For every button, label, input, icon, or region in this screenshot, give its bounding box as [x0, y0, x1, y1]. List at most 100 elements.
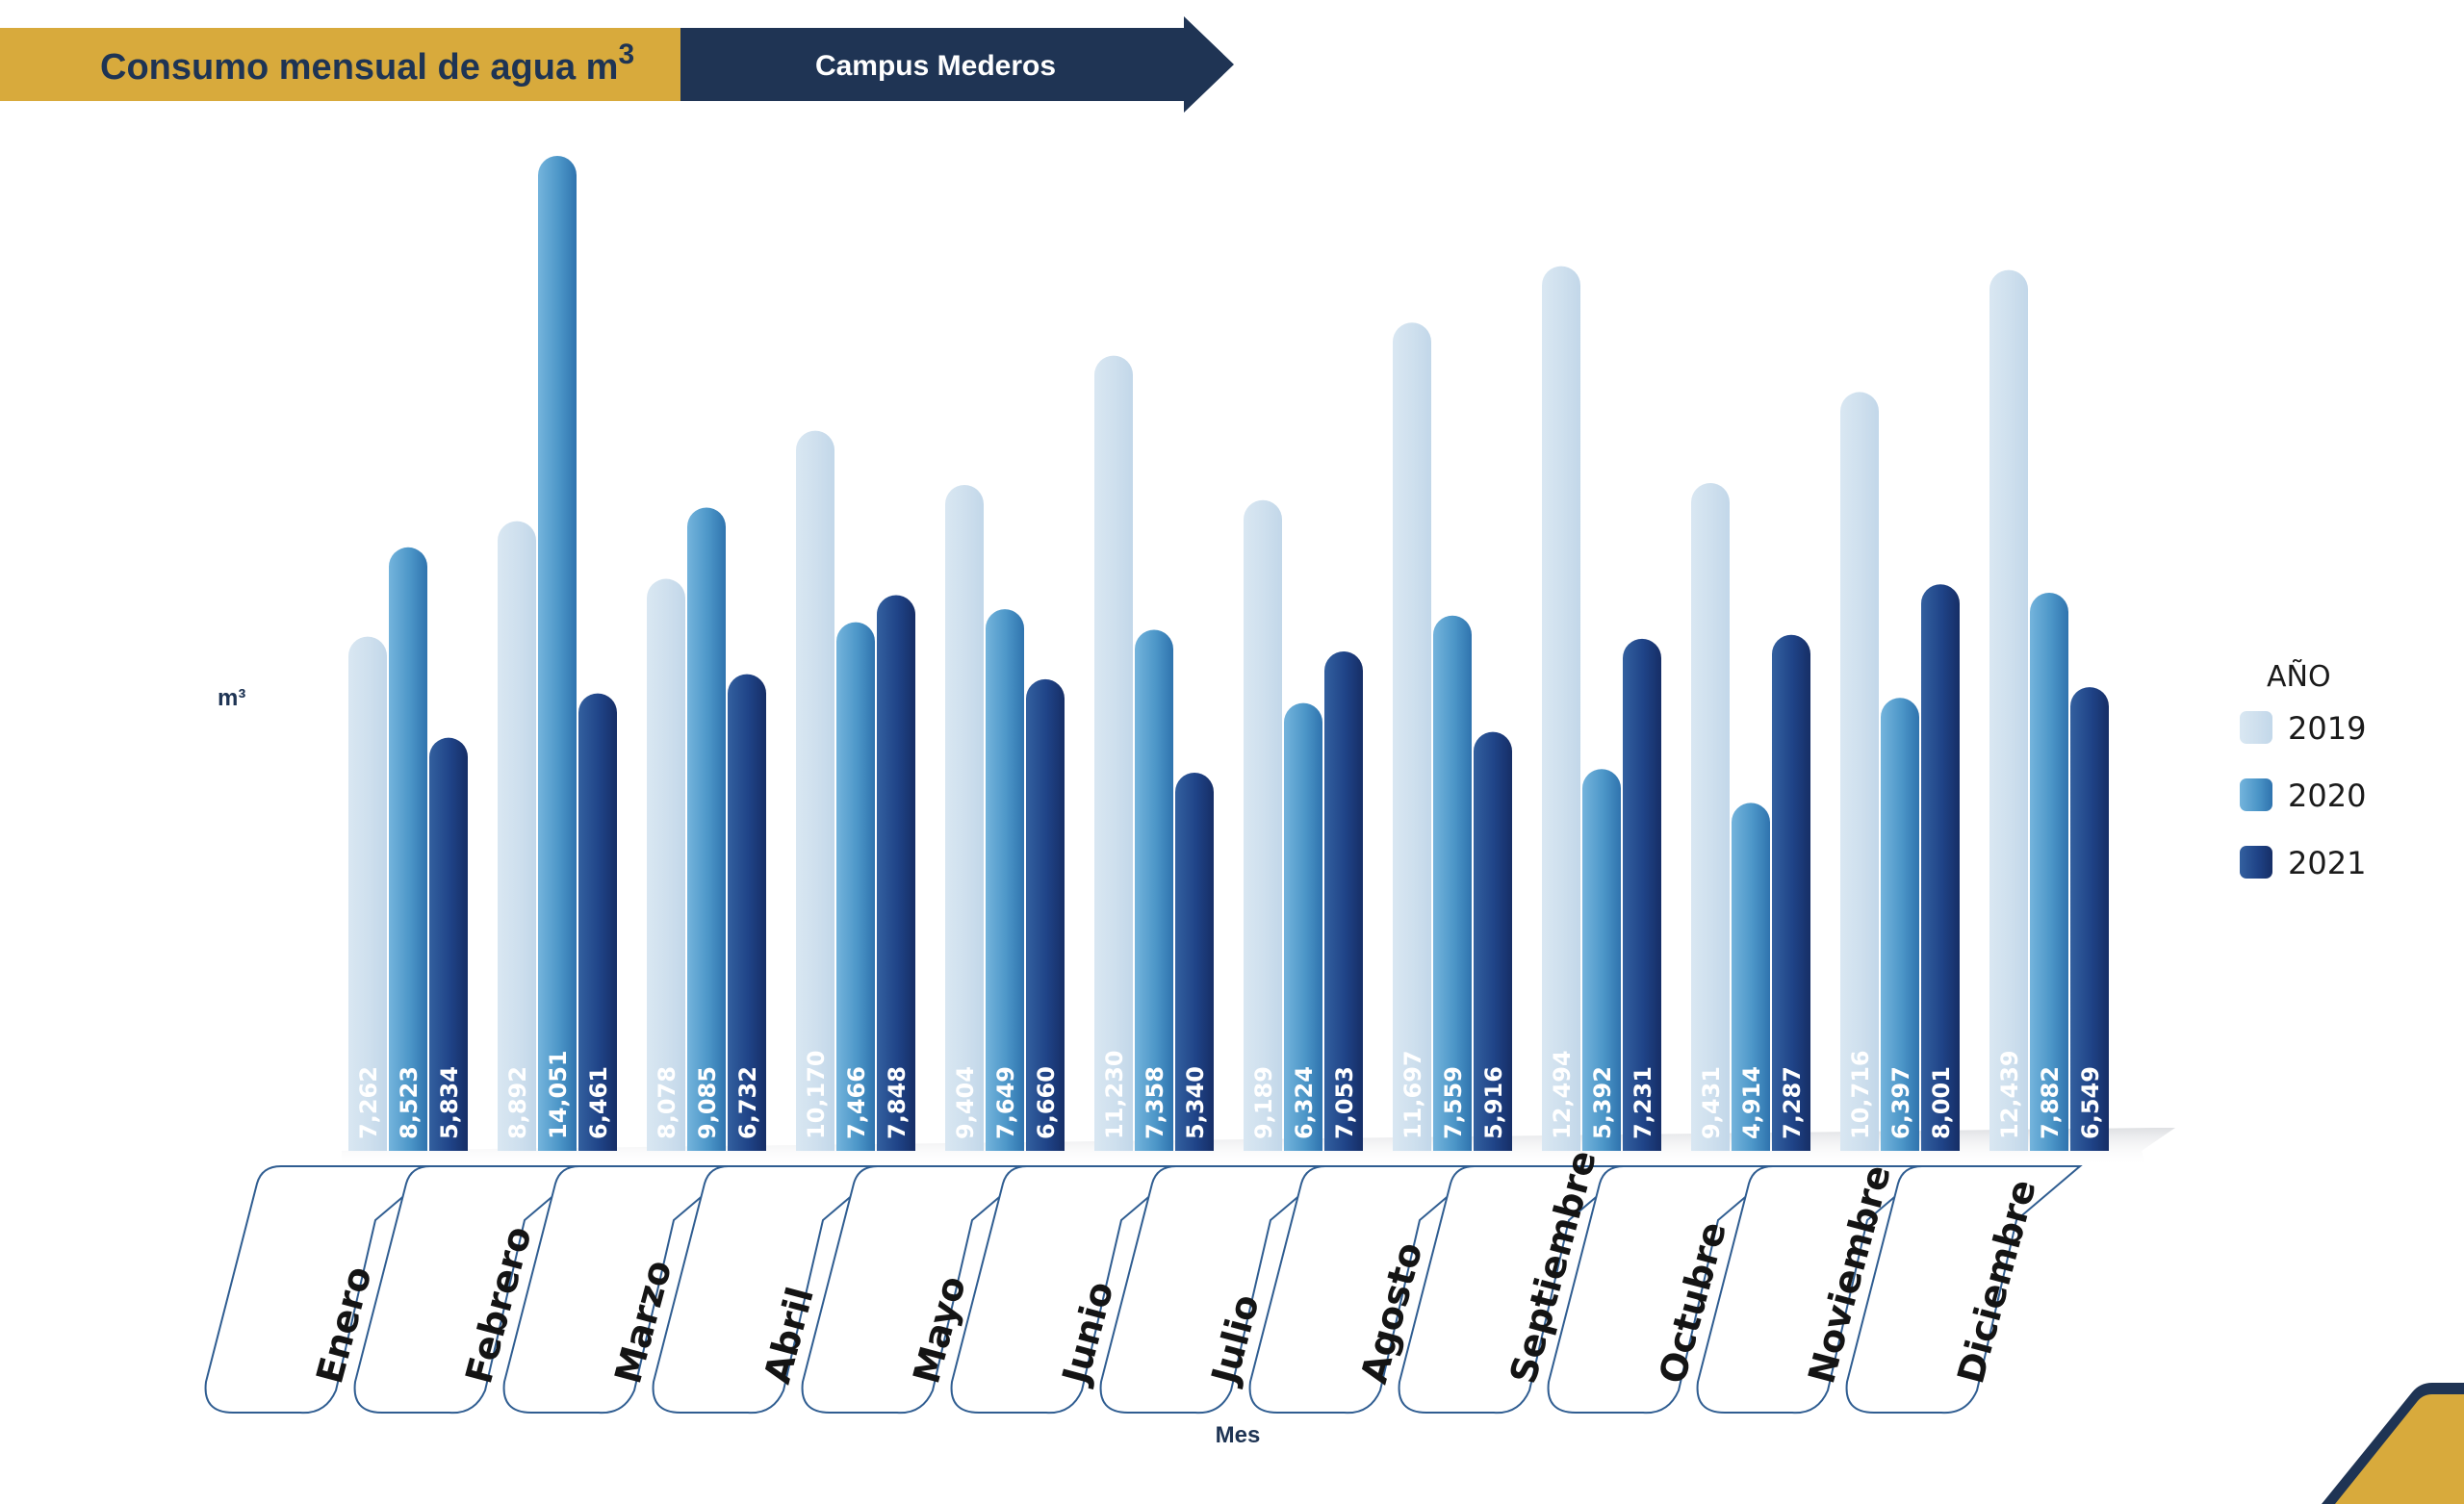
bar-2021-septiembre: [1623, 638, 1661, 1151]
value-label-2019-junio: 11,230: [1101, 1050, 1128, 1139]
value-label-2019-septiembre: 12,494: [1549, 1050, 1576, 1139]
bar-2020-septiembre: [1582, 769, 1621, 1151]
bar-2020-junio: [1135, 629, 1173, 1151]
value-labels-layer: 7,262 8,523 5,834 8,892 14,051 6,461 8,078 9,08…: [355, 1050, 2104, 1139]
value-label-2020-octubre: 4,914: [1738, 1066, 1765, 1139]
header-gold-bar: [0, 28, 683, 101]
category-tab-noviembre: [1696, 1165, 1934, 1415]
value-label-2021-junio: 5,340: [1182, 1066, 1209, 1139]
value-label-2020-febrero: 14,051: [545, 1050, 572, 1139]
value-label-2019-julio: 9,189: [1250, 1066, 1277, 1139]
bar-2020-enero: [389, 547, 427, 1151]
value-label-2020-mayo: 7,649: [992, 1066, 1019, 1139]
x-axis-label: Mes: [1216, 1422, 1261, 1448]
value-label-2021-marzo: 6,732: [734, 1066, 761, 1139]
bar-2021-febrero: [578, 693, 617, 1151]
category-tab-marzo: [502, 1165, 740, 1415]
bar-2019-octubre: [1691, 482, 1730, 1151]
bar-2020-marzo: [687, 507, 726, 1151]
bar-2021-marzo: [728, 674, 766, 1151]
bar-2020-octubre: [1732, 803, 1770, 1151]
value-label-2021-diciembre: 6,549: [2077, 1066, 2104, 1139]
value-label-2019-agosto: 11,697: [1399, 1050, 1426, 1139]
legend-swatch-2020: [2240, 778, 2272, 811]
legend-swatch-2019: [2240, 711, 2272, 744]
y-axis-label: m³: [218, 685, 245, 711]
value-label-2020-agosto: 7,559: [1440, 1066, 1467, 1139]
category-tab-mayo: [801, 1165, 1039, 1415]
bar-2021-junio: [1175, 773, 1214, 1151]
value-label-2019-mayo: 9,404: [952, 1066, 979, 1139]
bar-2019-febrero: [498, 521, 536, 1151]
value-label-2019-enero: 7,262: [355, 1066, 382, 1139]
bars-layer: [348, 156, 2109, 1152]
bar-2021-mayo: [1026, 678, 1065, 1151]
value-label-2020-junio: 7,358: [1142, 1066, 1168, 1139]
bar-2020-noviembre: [1881, 698, 1919, 1151]
legend-items: 2019 2020 2021: [2240, 710, 2366, 881]
value-label-2020-noviembre: 6,397: [1887, 1066, 1914, 1139]
value-label-2021-octubre: 7,287: [1779, 1066, 1806, 1139]
bar-2019-septiembre: [1542, 266, 1580, 1151]
value-label-2019-noviembre: 10,716: [1847, 1050, 1874, 1139]
bar-2021-diciembre: [2070, 687, 2109, 1151]
legend-label-2019: 2019: [2288, 710, 2366, 747]
category-tab-febrero: [353, 1165, 591, 1415]
value-label-2019-octubre: 9,431: [1698, 1066, 1725, 1139]
legend-label-2021: 2021: [2288, 845, 2366, 881]
category-tab-agosto: [1248, 1165, 1486, 1415]
category-tab-septiembre: [1398, 1165, 1635, 1415]
value-label-2019-abril: 10,170: [803, 1050, 830, 1139]
header-title: Consumo mensual de agua m3: [100, 38, 634, 88]
category-tab-julio: [1099, 1165, 1337, 1415]
value-label-2020-abril: 7,466: [843, 1066, 870, 1139]
legend-title: AÑO: [2267, 659, 2331, 694]
bar-2020-mayo: [986, 609, 1024, 1151]
bar-2019-mayo: [945, 484, 984, 1151]
legend-swatch-2021: [2240, 846, 2272, 879]
bar-2019-enero: [348, 636, 387, 1151]
bar-2021-octubre: [1772, 634, 1810, 1151]
bar-2021-julio: [1324, 650, 1363, 1151]
bar-2020-febrero: [538, 156, 577, 1151]
bar-2021-noviembre: [1921, 584, 1960, 1151]
value-label-2021-julio: 7,053: [1331, 1066, 1358, 1139]
header-navy-arrow: [680, 16, 1234, 113]
category-tab-diciembre: [1845, 1165, 2083, 1415]
corner-decoration: [2322, 1383, 2464, 1504]
value-label-2020-marzo: 9,085: [694, 1066, 721, 1139]
category-tab-abril: [652, 1165, 889, 1415]
bar-2021-agosto: [1474, 731, 1512, 1151]
bar-2019-julio: [1244, 499, 1282, 1151]
bar-2019-abril: [796, 430, 835, 1151]
bar-2019-junio: [1094, 355, 1133, 1152]
bar-2020-diciembre: [2030, 592, 2068, 1151]
value-label-2020-diciembre: 7,882: [2037, 1066, 2064, 1139]
value-label-2021-septiembre: 7,231: [1630, 1066, 1656, 1139]
bar-2019-agosto: [1393, 322, 1431, 1151]
value-label-2021-mayo: 6,660: [1033, 1066, 1060, 1139]
value-label-2020-enero: 8,523: [396, 1066, 423, 1139]
legend-label-2020: 2020: [2288, 777, 2366, 814]
category-ticks-layer: Enero Febrero Marzo Abril Mayo Junio Julio Agos…: [204, 1146, 2083, 1415]
legend: AÑO 2019 2020 2021: [2240, 659, 2366, 881]
bar-2020-abril: [836, 622, 875, 1151]
value-label-2019-diciembre: 12,439: [1996, 1050, 2023, 1139]
bar-2019-marzo: [647, 578, 685, 1151]
header-banner: Consumo mensual de agua m3 Campus Medero…: [0, 16, 1234, 113]
bar-2021-enero: [429, 737, 468, 1151]
bar-2019-diciembre: [1989, 269, 2028, 1151]
bar-2019-noviembre: [1840, 392, 1879, 1151]
value-label-2020-julio: 6,324: [1291, 1066, 1318, 1139]
bar-2020-agosto: [1433, 615, 1472, 1151]
value-label-2021-abril: 7,848: [884, 1066, 911, 1139]
value-label-2019-febrero: 8,892: [504, 1066, 531, 1139]
category-tab-octubre: [1547, 1165, 1784, 1415]
header-subtitle: Campus Mederos: [815, 50, 1056, 82]
bar-2020-julio: [1284, 702, 1322, 1151]
value-label-2021-agosto: 5,916: [1480, 1066, 1507, 1139]
value-label-2020-septiembre: 5,392: [1589, 1066, 1616, 1139]
bar-2021-abril: [877, 595, 915, 1151]
category-tab-junio: [950, 1165, 1188, 1415]
